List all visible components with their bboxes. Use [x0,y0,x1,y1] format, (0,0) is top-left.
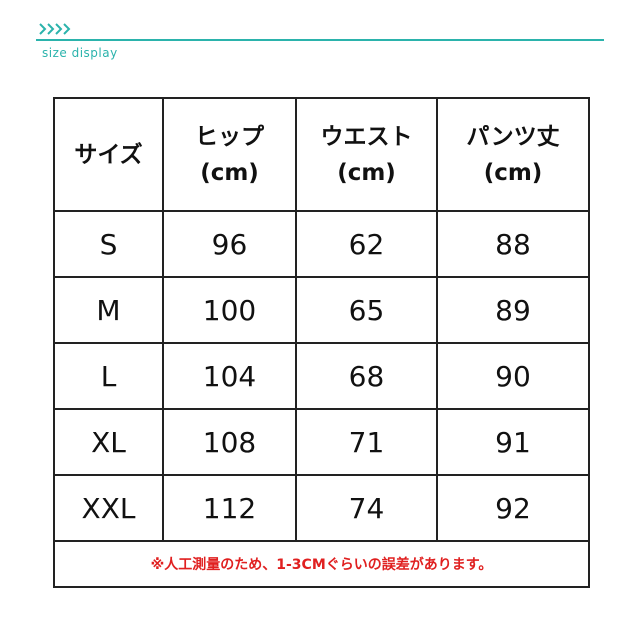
table-cell: 68 [295,342,438,410]
note-row: ※人工測量のため、1-3CMぐらいの誤差があります。 [53,540,590,588]
header-line: ヒップ [195,123,264,150]
size-table: サイズ ヒップ (cm) ウエスト (cm) パンツ丈 (cm) S 96 62 88 M 100 65… [53,97,590,588]
subtitle: size display [42,46,118,60]
header-line: パンツ丈 [466,123,560,150]
table-row: L 104 68 90 [53,342,590,410]
header-line: ウエスト [320,123,413,150]
table-row: S 96 62 88 [53,210,590,278]
table-row: XXL 112 74 92 [53,474,590,542]
table-cell: 96 [162,210,297,278]
table-cell: 104 [162,342,297,410]
table-cell: 62 [295,210,438,278]
header-line: (cm) [200,159,259,186]
header-decoration [36,23,604,41]
table-cell: 71 [295,408,438,476]
table-cell: 91 [436,408,590,476]
table-cell: 89 [436,276,590,344]
table-cell: 74 [295,474,438,542]
table-cell: 88 [436,210,590,278]
header-line: (cm) [337,159,396,186]
table-cell: 90 [436,342,590,410]
table-cell: M [53,276,164,344]
table-cell: XL [53,408,164,476]
table-cell: S [53,210,164,278]
table-cell: 65 [295,276,438,344]
table-row: XL 108 71 91 [53,408,590,476]
column-header: サイズ [53,97,164,212]
column-header: ヒップ (cm) [162,97,297,212]
table-cell: 112 [162,474,297,542]
table-cell: 108 [162,408,297,476]
column-header: パンツ丈 (cm) [436,97,590,212]
header-line: サイズ [74,141,143,168]
table-cell: L [53,342,164,410]
table-cell: 100 [162,276,297,344]
header-line: (cm) [483,159,543,186]
table-cell: XXL [53,474,164,542]
table-cell: 92 [436,474,590,542]
note: ※人工測量のため、1-3CMぐらいの誤差があります。 [53,540,590,588]
column-header: ウエスト (cm) [295,97,438,212]
table-row: M 100 65 89 [53,276,590,344]
